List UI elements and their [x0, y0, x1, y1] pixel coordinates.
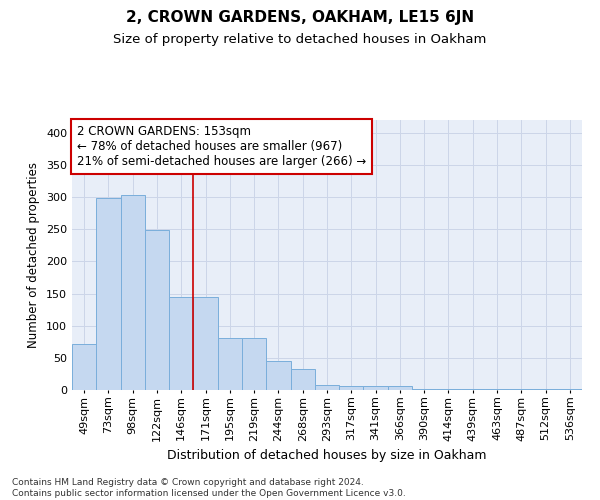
Bar — [242, 338, 266, 390]
Bar — [388, 386, 412, 390]
Bar — [412, 388, 436, 390]
Y-axis label: Number of detached properties: Number of detached properties — [28, 162, 40, 348]
Bar — [315, 385, 339, 390]
Bar — [193, 297, 218, 390]
Text: 2 CROWN GARDENS: 153sqm
← 78% of detached houses are smaller (967)
21% of semi-d: 2 CROWN GARDENS: 153sqm ← 78% of detache… — [77, 126, 367, 168]
Bar — [121, 194, 145, 390]
Bar — [218, 338, 242, 390]
Bar — [509, 388, 533, 390]
Text: Contains HM Land Registry data © Crown copyright and database right 2024.
Contai: Contains HM Land Registry data © Crown c… — [12, 478, 406, 498]
Text: Size of property relative to detached houses in Oakham: Size of property relative to detached ho… — [113, 32, 487, 46]
Bar — [72, 344, 96, 390]
Bar — [169, 297, 193, 390]
Bar — [461, 388, 485, 390]
Bar — [558, 388, 582, 390]
Bar — [145, 230, 169, 390]
X-axis label: Distribution of detached houses by size in Oakham: Distribution of detached houses by size … — [167, 449, 487, 462]
Bar — [290, 369, 315, 390]
Bar — [266, 361, 290, 390]
Bar — [364, 386, 388, 390]
Bar — [485, 388, 509, 390]
Text: 2, CROWN GARDENS, OAKHAM, LE15 6JN: 2, CROWN GARDENS, OAKHAM, LE15 6JN — [126, 10, 474, 25]
Bar — [339, 386, 364, 390]
Bar — [436, 388, 461, 390]
Bar — [533, 388, 558, 390]
Bar — [96, 198, 121, 390]
